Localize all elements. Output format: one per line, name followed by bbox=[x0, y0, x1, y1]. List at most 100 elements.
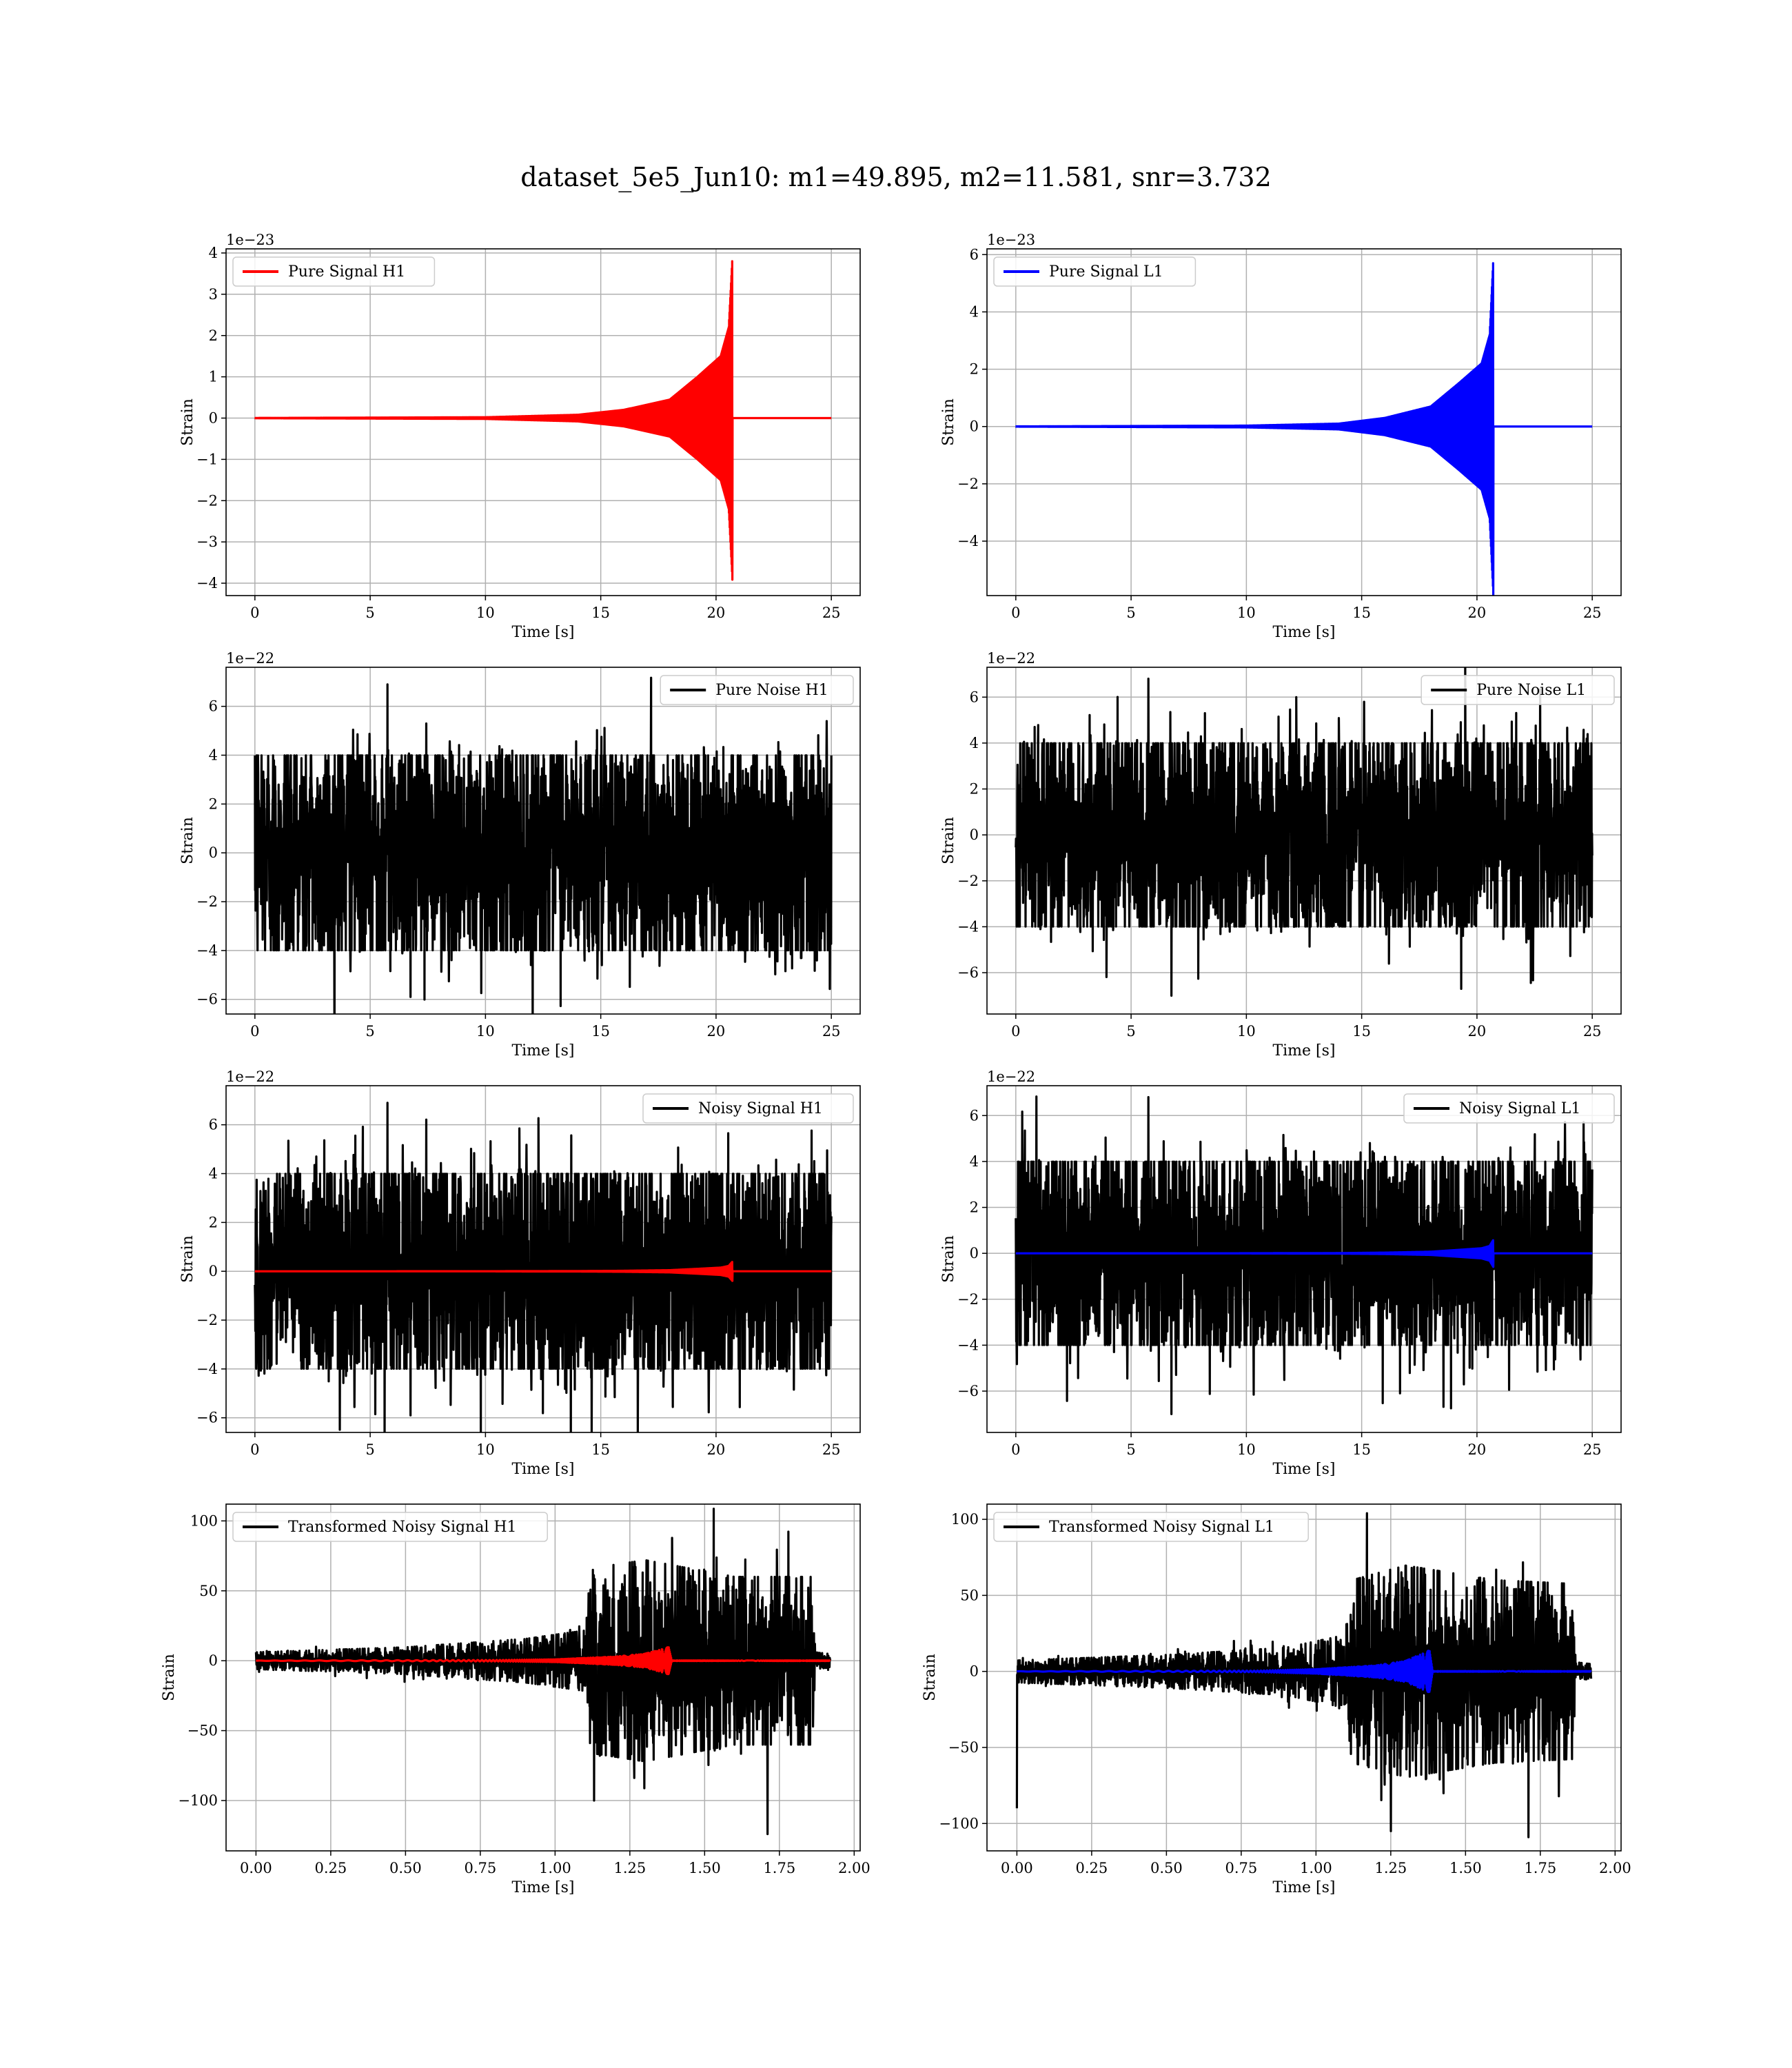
x-tick-label: 5 bbox=[365, 605, 374, 621]
legend-label: Pure Signal H1 bbox=[288, 263, 405, 281]
y-tick-label: 2 bbox=[970, 361, 979, 378]
y-axis-label: Strain bbox=[940, 817, 957, 864]
legend: Transformed Noisy Signal H1 bbox=[232, 1512, 548, 1542]
y-axis: −6 −4 −2 0 2 4 6 Strain 1e−22 bbox=[940, 1068, 1035, 1399]
x-tick-label: 25 bbox=[822, 1023, 841, 1040]
figure-title: dataset_5e5_Jun10: m1=49.895, m2=11.581,… bbox=[520, 162, 1272, 193]
y-axis: −100 −50 0 50 100 Strain bbox=[922, 1511, 987, 1832]
y-offset-text: 1e−23 bbox=[226, 232, 274, 248]
y-tick-label: −100 bbox=[178, 1792, 218, 1809]
x-tick-label: 0 bbox=[1011, 1023, 1020, 1040]
subplot-transformed-noisy-signal-l1: 0.00 0.25 0.50 0.75 1.00 1.25 1.50 1.75 2.00 Time… bbox=[922, 1503, 1631, 1896]
y-tick-label: −100 bbox=[939, 1815, 979, 1832]
subplot-noisy-signal-l1: 0 5 10 15 20 25 Time [s] −6 −4 −2 0 2 4 6 Strain 1e−22 N… bbox=[940, 1068, 1622, 1478]
x-tick-label: 20 bbox=[1468, 1023, 1487, 1040]
y-tick-label: 6 bbox=[970, 689, 979, 705]
y-tick-label: −3 bbox=[196, 534, 218, 550]
y-axis: −6 −4 −2 0 2 4 6 Strain 1e−22 bbox=[940, 650, 1035, 981]
y-tick-label: −6 bbox=[196, 991, 218, 1008]
y-tick-label: −50 bbox=[948, 1739, 979, 1756]
x-tick-label: 1.00 bbox=[539, 1860, 571, 1876]
x-tick-label: 0 bbox=[250, 1023, 259, 1040]
x-axis: 0.00 0.25 0.50 0.75 1.00 1.25 1.50 1.75 2.00 Time… bbox=[1001, 1851, 1631, 1896]
y-axis-label: Strain bbox=[940, 398, 957, 446]
series-line-transformed-noisy-signal-l1 bbox=[1015, 1512, 1593, 1838]
legend-label: Pure Noise L1 bbox=[1476, 682, 1586, 699]
x-tick-label: 1.50 bbox=[689, 1860, 721, 1876]
series-line-overlay-1 bbox=[1015, 1239, 1594, 1268]
legend-box bbox=[1421, 675, 1615, 705]
x-tick-label: 1.25 bbox=[1374, 1860, 1407, 1876]
y-tick-label: 0 bbox=[209, 410, 218, 427]
plot-area bbox=[1015, 667, 1594, 997]
y-tick-label: −2 bbox=[957, 1291, 979, 1308]
y-tick-label: 4 bbox=[209, 747, 218, 764]
subplot-pure-noise-l1: 0 5 10 15 20 25 Time [s] −6 −4 −2 0 2 4 6 Strain 1e−22 P… bbox=[940, 650, 1622, 1060]
y-tick-label: −50 bbox=[187, 1723, 218, 1739]
y-axis: −4 −2 0 2 4 6 Strain 1e−23 bbox=[940, 232, 1035, 549]
x-tick-label: 15 bbox=[1352, 1441, 1371, 1458]
axes-frame bbox=[986, 1085, 1622, 1433]
legend: Pure Signal L1 bbox=[993, 256, 1197, 287]
y-tick-label: 100 bbox=[951, 1511, 979, 1528]
x-tick-label: 10 bbox=[1237, 1441, 1256, 1458]
x-tick-label: 25 bbox=[822, 1441, 841, 1458]
x-tick-label: 15 bbox=[591, 1441, 610, 1458]
x-axis-label: Time [s] bbox=[1272, 1879, 1335, 1896]
x-tick-label: 25 bbox=[1583, 1023, 1602, 1040]
y-axis-label: Strain bbox=[179, 398, 196, 446]
y-tick-label: 0 bbox=[970, 1245, 979, 1261]
x-axis: 0 5 10 15 20 25 Time [s] bbox=[250, 1014, 841, 1060]
x-axis: 0.00 0.25 0.50 0.75 1.00 1.25 1.50 1.75 2.00 Time… bbox=[240, 1851, 870, 1896]
y-axis: −4 −3 −2 −1 0 1 2 3 4 Strain 1e−23 bbox=[179, 232, 274, 591]
y-tick-label: 3 bbox=[209, 286, 218, 303]
y-offset-text: 1e−22 bbox=[226, 1068, 274, 1085]
x-tick-label: 20 bbox=[1468, 605, 1487, 621]
x-axis: 0 5 10 15 20 25 Time [s] bbox=[250, 596, 841, 641]
x-tick-label: 5 bbox=[365, 1023, 374, 1040]
x-axis-label: Time [s] bbox=[1272, 1042, 1335, 1060]
x-tick-label: 20 bbox=[707, 1441, 726, 1458]
x-tick-label: 5 bbox=[1126, 1441, 1135, 1458]
x-tick-label: 1.00 bbox=[1300, 1860, 1332, 1876]
y-tick-label: −2 bbox=[196, 492, 218, 509]
x-tick-label: 10 bbox=[476, 605, 495, 621]
legend-box bbox=[232, 256, 436, 287]
y-tick-label: 2 bbox=[970, 781, 979, 798]
plot-area bbox=[254, 260, 833, 581]
x-tick-label: 2.00 bbox=[838, 1860, 870, 1876]
x-axis: 0 5 10 15 20 25 Time [s] bbox=[1011, 1014, 1602, 1060]
legend-label: Noisy Signal H1 bbox=[698, 1100, 823, 1117]
plot-area bbox=[1015, 262, 1594, 596]
x-axis-label: Time [s] bbox=[1272, 1461, 1335, 1478]
series-line-transformed-noisy-signal-h1 bbox=[254, 1508, 832, 1836]
y-tick-label: 4 bbox=[209, 245, 218, 261]
plot-area bbox=[1015, 1095, 1594, 1415]
x-tick-label: 15 bbox=[1352, 605, 1371, 621]
x-axis: 0 5 10 15 20 25 Time [s] bbox=[250, 1432, 841, 1478]
y-tick-label: 6 bbox=[970, 1107, 979, 1124]
y-tick-label: 2 bbox=[970, 1199, 979, 1216]
x-tick-label: 0.50 bbox=[1150, 1860, 1183, 1876]
y-tick-label: −6 bbox=[196, 1410, 218, 1426]
y-axis: −100 −50 0 50 100 Strain bbox=[161, 1512, 226, 1809]
y-tick-label: 6 bbox=[209, 698, 218, 715]
x-tick-label: 20 bbox=[707, 605, 726, 621]
series-line-noisy-signal-h1 bbox=[254, 1102, 833, 1432]
axes-frame bbox=[225, 248, 861, 596]
x-tick-label: 25 bbox=[1583, 605, 1602, 621]
x-tick-label: 20 bbox=[707, 1023, 726, 1040]
legend-box bbox=[232, 1512, 548, 1542]
x-tick-label: 0.00 bbox=[1001, 1860, 1033, 1876]
legend-label: Transformed Noisy Signal L1 bbox=[1049, 1519, 1274, 1536]
x-tick-label: 5 bbox=[365, 1441, 374, 1458]
x-tick-label: 1.75 bbox=[1524, 1860, 1556, 1876]
legend: Pure Signal H1 bbox=[232, 256, 436, 287]
y-axis-label: Strain bbox=[161, 1654, 178, 1701]
y-axis: −6 −4 −2 0 2 4 6 Strain 1e−22 bbox=[179, 1068, 274, 1426]
axes-frame bbox=[986, 667, 1622, 1015]
series-line-overlay-1 bbox=[255, 1646, 831, 1676]
plot-area bbox=[1015, 1512, 1593, 1838]
legend-label: Noisy Signal L1 bbox=[1459, 1100, 1580, 1117]
